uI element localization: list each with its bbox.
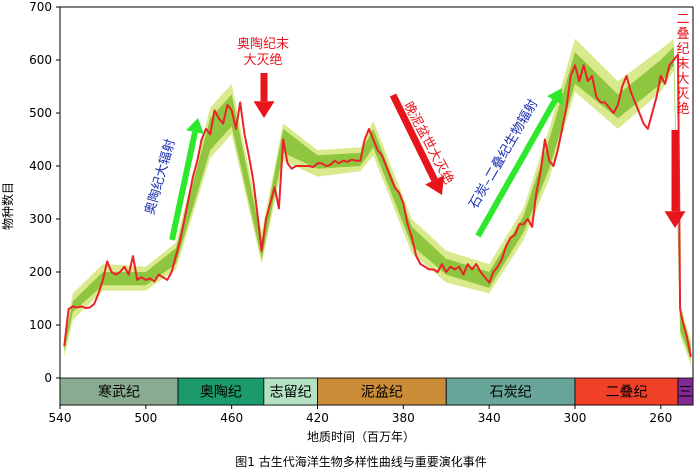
y-axis-title: 物种数目 [0, 182, 15, 230]
period-segment [59, 377, 179, 406]
inner-band [64, 46, 691, 360]
end-permian-label-char: 二 [676, 12, 689, 27]
period-label: 奥陶纪 [200, 384, 242, 401]
y-tick-label: 400 [29, 159, 52, 173]
end-permian-label-char: 大 [676, 72, 689, 87]
y-tick-label: 300 [29, 212, 52, 226]
period-segment [445, 377, 576, 406]
x-tick-label: 380 [392, 411, 415, 425]
end-permian-label-char: 叠 [676, 27, 689, 42]
figure-caption: 图1 古生代海洋生物多样性曲线与重要演化事件 [235, 454, 486, 469]
x-tick-label: 340 [478, 411, 501, 425]
period-bar: 寒武纪 奥陶纪 志留纪 泥盆纪 石炭纪 二叠纪 三 [59, 377, 694, 406]
end-permian-label-char: 末 [676, 57, 689, 72]
y-tick-label: 500 [29, 106, 52, 120]
x-axis-title: 地质时间（百万年） [307, 430, 415, 444]
end-permian-label-char: 纪 [676, 42, 689, 57]
end-ordovician-label-2: 大灭绝 [243, 52, 282, 68]
period-segment [317, 377, 447, 406]
x-tick-label: 500 [134, 411, 157, 425]
period-segment [574, 377, 679, 406]
ordovician-radiation-label: 奥陶纪大辐射 [142, 137, 179, 216]
diversity-line [63, 53, 692, 358]
period-label: 三 [678, 385, 692, 401]
late-devonian-arrow-shaft [389, 93, 438, 182]
carb-perm-radiation-arrow-head [547, 88, 563, 105]
ordovician-radiation-arrow-head [186, 118, 204, 134]
end-ordovician-arrow-head [253, 101, 275, 118]
period-label: 石炭纪 [490, 385, 532, 401]
y-tick-label: 0 [44, 371, 52, 385]
end-ordovician-label: 奥陶纪末 [237, 36, 289, 52]
carb-perm-radiation-arrow-shaft [475, 99, 558, 238]
period-label: 泥盆纪 [361, 385, 403, 401]
period-label: 寒武纪 [98, 384, 140, 401]
y-tick-label: 100 [29, 318, 52, 332]
period-label: 志留纪 [270, 385, 312, 401]
end-permian-label-char: 灭 [676, 87, 689, 102]
y-tick-label: 600 [29, 53, 52, 67]
x-tick-label: 420 [306, 411, 329, 425]
late-devonian-arrow-head [425, 175, 445, 195]
end-permian-label-char: 绝 [676, 101, 689, 117]
x-tick-label: 540 [49, 411, 72, 425]
x-tick-label: 300 [564, 411, 587, 425]
y-tick-label: 700 [29, 0, 52, 14]
period-segment [177, 377, 265, 406]
ordovician-radiation-arrow-shaft [169, 131, 198, 241]
period-segment [263, 377, 318, 406]
x-tick-label: 460 [220, 411, 243, 425]
series-layer [63, 53, 692, 358]
period-label: 二叠纪 [605, 385, 647, 401]
period-segment [677, 377, 694, 406]
x-tick-label: 260 [649, 411, 672, 425]
y-tick-label: 200 [29, 265, 52, 279]
end-permian-arrow-head [664, 211, 686, 228]
axis-ticks: 0 100 200 300 400 500 600 700 540 500 460 420 380 340… [29, 0, 672, 425]
